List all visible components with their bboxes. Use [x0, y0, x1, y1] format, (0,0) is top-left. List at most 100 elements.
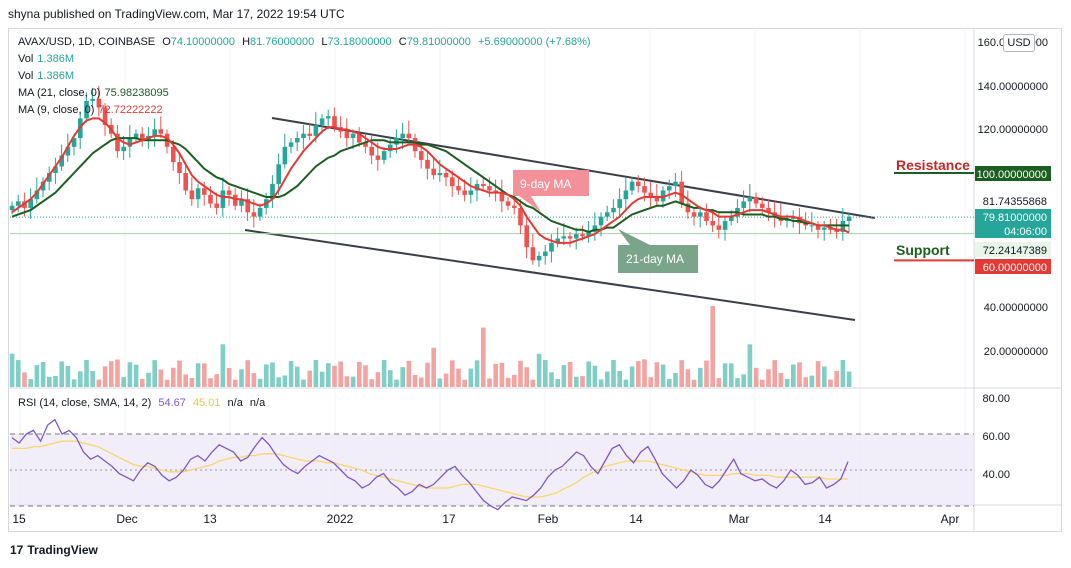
- candle-body: [648, 192, 653, 198]
- volume-bar: [543, 360, 548, 387]
- currency-button[interactable]: USD: [1003, 34, 1035, 52]
- volume-bar: [53, 376, 58, 387]
- candle-body: [28, 199, 33, 208]
- candle-body: [319, 118, 325, 125]
- volume-bar: [623, 379, 629, 387]
- resistance-label: Resistance: [896, 157, 970, 173]
- candle-body: [834, 229, 839, 232]
- candle-body: [400, 133, 405, 139]
- candle-body: [183, 173, 188, 191]
- time-label: 15: [12, 512, 26, 526]
- candle-body: [140, 133, 145, 141]
- volume-bar: [574, 376, 579, 387]
- close-label: C: [398, 36, 407, 48]
- volume-bar: [140, 378, 145, 387]
- candle-body: [549, 242, 554, 252]
- candle-body: [394, 138, 399, 145]
- volume-bar: [109, 361, 114, 387]
- resistance-tag-bg: [975, 166, 1051, 181]
- candle-body: [747, 197, 753, 202]
- vol2-value: 1.386M: [37, 70, 74, 82]
- legend-rsi: RSI (14, close, SMA, 14, 2) 54.67 45.01 …: [18, 397, 269, 409]
- volume-bar: [648, 377, 653, 387]
- candle-body: [462, 190, 467, 195]
- candle-body: [766, 207, 771, 213]
- rsi-na-2: n/a: [249, 397, 266, 409]
- candle-body: [753, 197, 759, 204]
- candle-body: [468, 190, 474, 195]
- time-label: 2022: [327, 512, 354, 526]
- low-label: L: [321, 36, 328, 48]
- candle-body: [301, 133, 306, 139]
- time-label: 17: [442, 512, 456, 526]
- volume-bar: [195, 363, 201, 387]
- candle-body: [214, 203, 219, 208]
- volume-bar: [146, 372, 151, 387]
- candle-body: [716, 225, 722, 230]
- candle-body: [518, 207, 523, 226]
- candle-body: [65, 146, 71, 156]
- price-tick: 20.00000000: [984, 346, 1048, 358]
- ma21-label: MA (21, close, 0): [18, 87, 101, 99]
- volume-bar: [264, 364, 269, 387]
- rsi-na-1: n/a: [227, 397, 243, 409]
- volume-bar: [605, 371, 610, 387]
- candle-body: [276, 164, 281, 184]
- candle-body: [47, 173, 52, 182]
- candle-body: [493, 190, 498, 193]
- volume-bar: [171, 367, 176, 387]
- high-tag: 81.74355868: [983, 196, 1047, 208]
- volume-bar: [357, 361, 362, 387]
- candle-body: [636, 181, 641, 187]
- rsi-label: RSI (14, close, SMA, 14, 2): [18, 397, 152, 409]
- candle-body: [456, 186, 461, 191]
- volume-bar: [443, 373, 449, 387]
- candle-body: [642, 186, 647, 193]
- volume-bar: [760, 379, 765, 387]
- volume-bar: [592, 365, 598, 387]
- candle-body: [567, 236, 573, 239]
- candle-body: [53, 166, 58, 173]
- time-label: 14: [818, 512, 832, 526]
- candle-body: [425, 159, 430, 169]
- volume-bar: [226, 368, 232, 387]
- candle-body: [685, 203, 691, 213]
- volume-bar: [654, 362, 660, 387]
- high-value: 81.76000000: [250, 36, 315, 48]
- candle-body: [313, 124, 319, 136]
- volume-bar: [189, 378, 195, 387]
- candle-body: [487, 186, 492, 191]
- volume-bar: [121, 377, 126, 387]
- candle-body: [419, 151, 424, 160]
- candle-body: [332, 116, 337, 128]
- tradingview-footer[interactable]: 17 TradingView: [10, 543, 98, 557]
- candle-body: [617, 199, 622, 208]
- volume-bar: [611, 360, 616, 387]
- volume-bar: [636, 361, 641, 387]
- volume-bar: [667, 378, 672, 387]
- countdown-tag: 04:06:00: [1004, 226, 1047, 238]
- candle-body: [481, 183, 486, 187]
- volume-bar: [65, 365, 71, 387]
- candle-body: [561, 236, 567, 239]
- volume-bar: [425, 362, 430, 387]
- volume-bar: [431, 347, 436, 387]
- volume-bar: [729, 363, 734, 387]
- volume-bar: [202, 363, 207, 387]
- price-tick: 40.00000000: [984, 302, 1048, 314]
- rsi-tick: 80.00: [982, 393, 1010, 405]
- candle-body: [121, 146, 126, 152]
- candle-body: [226, 190, 232, 195]
- symbol-label[interactable]: AVAX/USD, 1D, COINBASE: [18, 36, 156, 48]
- volume-bar: [288, 361, 294, 387]
- candle-body: [220, 190, 226, 208]
- volume-bar: [617, 370, 622, 387]
- publisher-line: shyna published on TradingView.com, Mar …: [8, 7, 345, 21]
- candle-body: [16, 201, 21, 206]
- vol1-label: Vol: [18, 53, 34, 65]
- candle-body: [437, 173, 443, 176]
- candle-body: [667, 186, 672, 191]
- volume-bar: [846, 371, 852, 387]
- candle-body: [524, 225, 529, 248]
